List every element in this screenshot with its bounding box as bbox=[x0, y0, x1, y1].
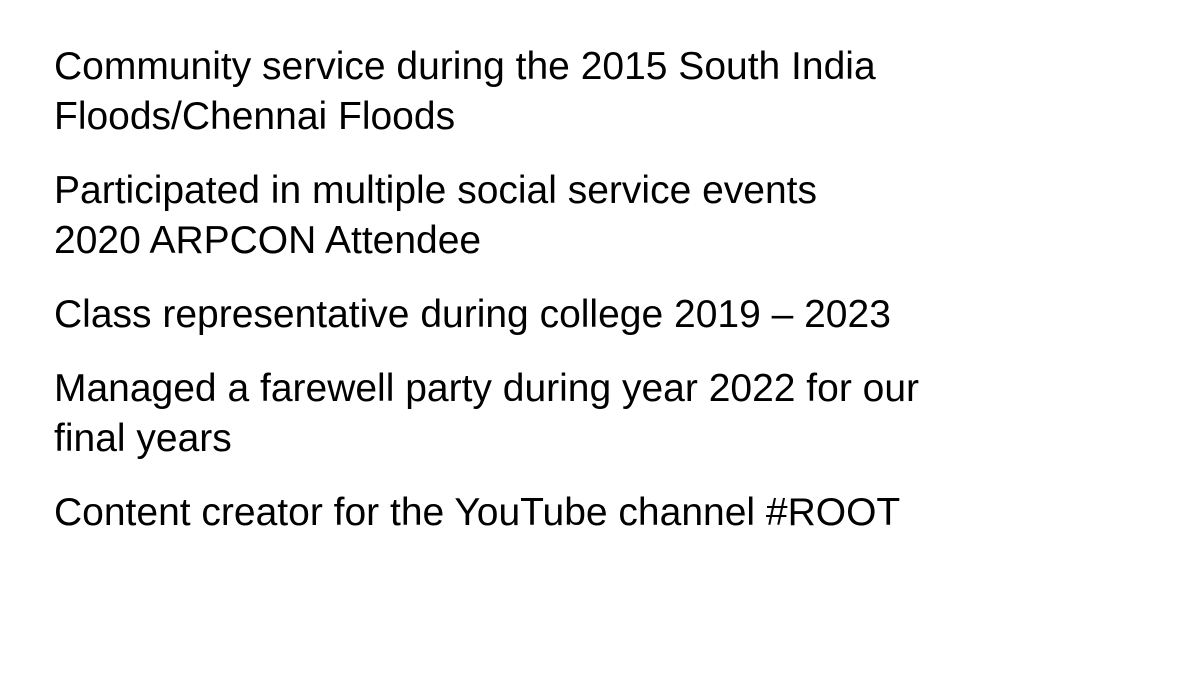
paragraph-class-representative: Class representative during college 2019… bbox=[54, 290, 1154, 340]
text-line: Community service during the 2015 South … bbox=[54, 45, 876, 88]
text-line: 2020 ARPCON Attendee bbox=[54, 219, 482, 262]
paragraph-social-service: Participated in multiple social service … bbox=[54, 166, 1154, 266]
text-line: Participated in multiple social service … bbox=[54, 169, 818, 212]
paragraph-farewell-party: Managed a farewell party during year 202… bbox=[54, 364, 1154, 464]
text-line: Class representative during college 2019… bbox=[54, 293, 891, 336]
text-line: Content creator for the YouTube channel … bbox=[54, 491, 901, 534]
text-line: Managed a farewell party during year 202… bbox=[54, 367, 920, 410]
paragraph-content-creator: Content creator for the YouTube channel … bbox=[54, 488, 1154, 538]
paragraph-community-service: Community service during the 2015 South … bbox=[54, 42, 1154, 142]
text-line: final years bbox=[54, 417, 232, 460]
text-line: Floods/Chennai Floods bbox=[54, 95, 456, 138]
slide-body: Community service during the 2015 South … bbox=[54, 42, 1154, 562]
